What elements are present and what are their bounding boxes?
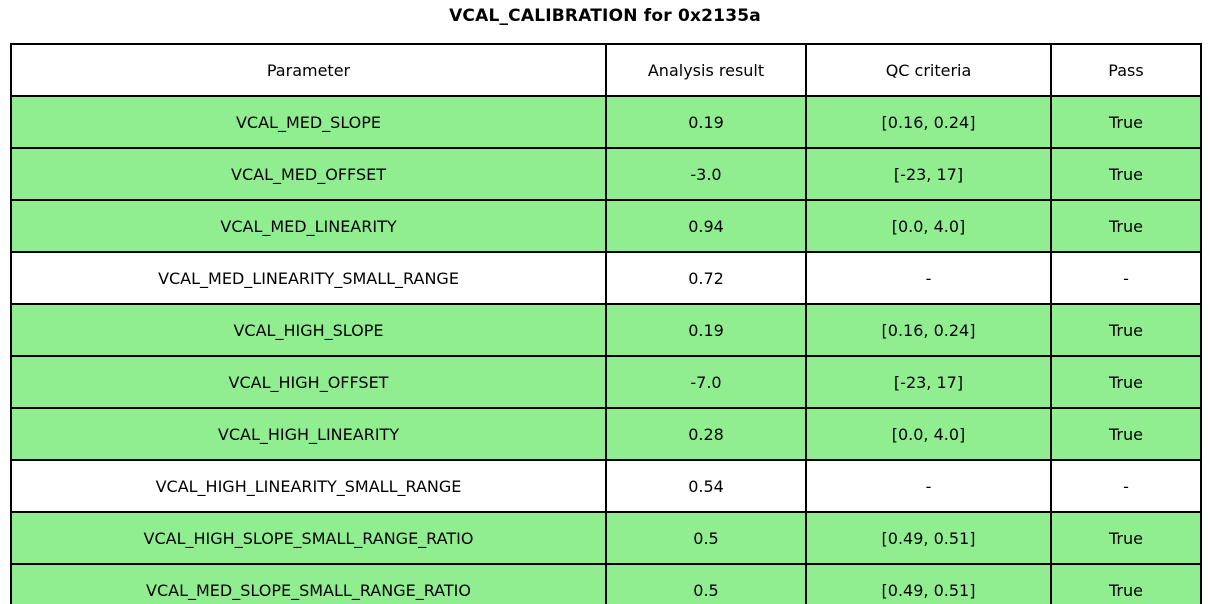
- parameter-cell: VCAL_HIGH_LINEARITY_SMALL_RANGE: [10, 459, 607, 513]
- analysis-result-cell: 0.72: [605, 251, 807, 305]
- analysis-result-cell: 0.28: [605, 407, 807, 461]
- table-row-vcal-med-linearity: VCAL_MED_LINEARITY 0.94 [0.0, 4.0] True: [10, 199, 1202, 253]
- parameter-cell: VCAL_HIGH_SLOPE_SMALL_RANGE_RATIO: [10, 511, 607, 565]
- pass-cell: True: [1050, 303, 1202, 357]
- pass-cell: True: [1050, 563, 1202, 604]
- analysis-result-cell: 0.5: [605, 511, 807, 565]
- table-row-vcal-high-slope: VCAL_HIGH_SLOPE 0.19 [0.16, 0.24] True: [10, 303, 1202, 357]
- table-row-vcal-med-slope: VCAL_MED_SLOPE 0.19 [0.16, 0.24] True: [10, 95, 1202, 149]
- table-row-vcal-high-slope-small-range-ratio: VCAL_HIGH_SLOPE_SMALL_RANGE_RATIO 0.5 [0.4…: [10, 511, 1202, 565]
- parameter-cell: VCAL_MED_OFFSET: [10, 147, 607, 201]
- table-row-vcal-med-slope-small-range-ratio: VCAL_MED_SLOPE_SMALL_RANGE_RATIO 0.5 [0.49…: [10, 563, 1202, 604]
- table-row-vcal-high-offset: VCAL_HIGH_OFFSET -7.0 [-23, 17] True: [10, 355, 1202, 409]
- table-body: VCAL_MED_SLOPE 0.19 [0.16, 0.24] True VCAL_M…: [10, 95, 1202, 604]
- qc-criteria-cell: [0.16, 0.24]: [805, 95, 1052, 149]
- parameter-cell: VCAL_HIGH_OFFSET: [10, 355, 607, 409]
- pass-cell: True: [1050, 95, 1202, 149]
- analysis-result-cell: 0.54: [605, 459, 807, 513]
- qc-criteria-cell: -: [805, 251, 1052, 305]
- parameter-cell: VCAL_MED_SLOPE: [10, 95, 607, 149]
- pass-cell: True: [1050, 199, 1202, 253]
- qc-criteria-cell: [0.49, 0.51]: [805, 511, 1052, 565]
- figure-title: VCAL_CALIBRATION for 0x2135a: [449, 6, 761, 26]
- column-header-parameter: Parameter: [10, 43, 607, 97]
- analysis-result-cell: 0.94: [605, 199, 807, 253]
- qc-criteria-cell: -: [805, 459, 1052, 513]
- qc-criteria-cell: [0.0, 4.0]: [805, 199, 1052, 253]
- qc-criteria-cell: [-23, 17]: [805, 147, 1052, 201]
- pass-cell: True: [1050, 355, 1202, 409]
- qc-criteria-cell: [-23, 17]: [805, 355, 1052, 409]
- pass-cell: -: [1050, 251, 1202, 305]
- column-header-pass: Pass: [1050, 43, 1202, 97]
- table-row-vcal-med-offset: VCAL_MED_OFFSET -3.0 [-23, 17] True: [10, 147, 1202, 201]
- analysis-result-cell: 0.5: [605, 563, 807, 604]
- pass-cell: True: [1050, 511, 1202, 565]
- parameter-cell: VCAL_MED_LINEARITY: [10, 199, 607, 253]
- parameter-cell: VCAL_HIGH_SLOPE: [10, 303, 607, 357]
- analysis-result-cell: -3.0: [605, 147, 807, 201]
- table-row-vcal-high-linearity-small-range: VCAL_HIGH_LINEARITY_SMALL_RANGE 0.54- -: [10, 459, 1202, 513]
- column-header-analysis-result: Analysis result: [605, 43, 807, 97]
- parameter-cell: VCAL_MED_SLOPE_SMALL_RANGE_RATIO: [10, 563, 607, 604]
- header-row: Parameter Analysis result QC criteria Pass: [10, 43, 1202, 97]
- column-header-qc-criteria: QC criteria: [805, 43, 1052, 97]
- analysis-result-cell: -7.0: [605, 355, 807, 409]
- qc-criteria-cell: [0.49, 0.51]: [805, 563, 1052, 604]
- pass-cell: -: [1050, 459, 1202, 513]
- pass-cell: True: [1050, 407, 1202, 461]
- table-row-vcal-med-linearity-small-range: VCAL_MED_LINEARITY_SMALL_RANGE 0.72- -: [10, 251, 1202, 305]
- qc-criteria-cell: [0.16, 0.24]: [805, 303, 1052, 357]
- analysis-result-cell: 0.19: [605, 95, 807, 149]
- table-row-vcal-high-linearity: VCAL_HIGH_LINEARITY 0.28 [0.0, 4.0] True: [10, 407, 1202, 461]
- analysis-result-cell: 0.19: [605, 303, 807, 357]
- pass-cell: True: [1050, 147, 1202, 201]
- parameter-cell: VCAL_MED_LINEARITY_SMALL_RANGE: [10, 251, 607, 305]
- qc-criteria-cell: [0.0, 4.0]: [805, 407, 1052, 461]
- parameter-cell: VCAL_HIGH_LINEARITY: [10, 407, 607, 461]
- qc-results-table: Parameter Analysis result QC criteria Pass …: [10, 43, 1202, 604]
